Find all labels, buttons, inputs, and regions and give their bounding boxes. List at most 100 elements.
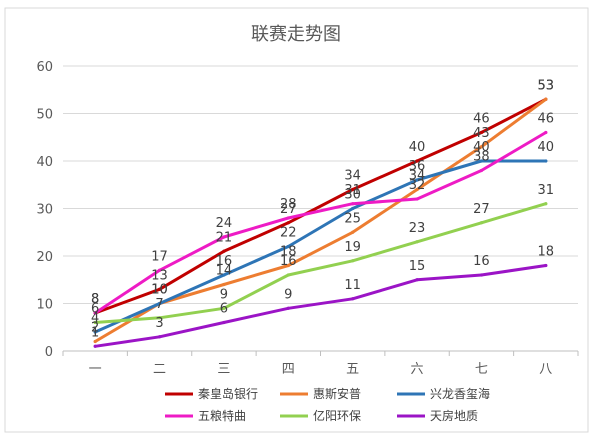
y-tick-label: 30: [36, 203, 53, 218]
data-point: [479, 221, 484, 225]
data-point: [286, 263, 290, 268]
legend-item[interactable]: 惠斯安普: [280, 386, 361, 401]
series-line-3: [93, 131, 548, 315]
data-label: 19: [344, 240, 361, 255]
data-point: [479, 168, 484, 173]
data-label: 40: [538, 140, 555, 155]
data-label: 27: [473, 202, 490, 217]
data-label: 4: [91, 311, 99, 326]
x-tick-label: 五: [346, 362, 359, 377]
data-label: 10: [151, 283, 168, 298]
chart-title: 联赛走势图: [251, 24, 341, 45]
data-point: [544, 97, 548, 101]
data-point: [415, 187, 419, 192]
x-tick-label: 一: [89, 362, 102, 377]
data-point: [157, 287, 162, 291]
data-point: [286, 221, 290, 225]
y-tick-label: 10: [36, 298, 53, 313]
data-point: [415, 178, 419, 182]
x-tick-label: 七: [475, 362, 488, 377]
data-label: 17: [151, 249, 168, 264]
data-point: [93, 330, 97, 334]
data-label: 16: [216, 254, 233, 269]
series-line-0: [93, 97, 548, 315]
data-label: 8: [91, 292, 99, 307]
data-point: [351, 259, 355, 263]
legend-item[interactable]: 秦皇岛银行: [165, 386, 258, 401]
legend-label: 天房地质: [430, 408, 478, 423]
data-label: 6: [91, 302, 99, 317]
data-point: [544, 159, 548, 163]
data-point: [351, 230, 355, 234]
gridlines: [63, 65, 578, 352]
data-label: 40: [473, 140, 490, 155]
data-point: [222, 249, 226, 253]
data-label: 22: [280, 226, 297, 241]
data-label: 14: [216, 264, 233, 279]
data-point: [544, 130, 548, 135]
y-tick-label: 0: [45, 345, 53, 360]
data-point: [222, 235, 226, 239]
data-label: 16: [473, 254, 490, 269]
data-point: [222, 273, 226, 277]
legend-item[interactable]: 五粮特曲: [165, 408, 246, 423]
data-label: 24: [216, 216, 233, 231]
data-point: [222, 320, 226, 325]
legend-label: 惠斯安普: [313, 386, 361, 401]
data-label: 8: [91, 292, 99, 307]
data-point: [544, 263, 548, 268]
data-point: [544, 202, 548, 206]
data-label: 13: [151, 268, 168, 283]
data-label: 28: [280, 197, 297, 212]
data-label: 46: [473, 112, 490, 127]
data-label: 9: [220, 287, 228, 302]
x-tick-label: 三: [217, 362, 230, 377]
legend-item[interactable]: 兴龙香玺海: [397, 386, 490, 401]
data-label: 31: [344, 183, 361, 198]
data-label: 10: [151, 283, 168, 298]
data-label: 30: [344, 188, 361, 203]
data-label: 15: [409, 259, 426, 274]
series-line-2: [93, 159, 548, 334]
data-label: 1: [91, 325, 99, 340]
data-label: 32: [409, 178, 426, 193]
data-point: [157, 268, 162, 272]
data-point: [415, 240, 419, 244]
y-tick-label: 40: [36, 155, 53, 170]
data-point: [479, 159, 484, 163]
y-tick-label: 50: [36, 108, 53, 123]
data-point: [415, 159, 419, 163]
data-point: [351, 187, 355, 192]
data-label: 9: [284, 287, 292, 302]
data-label: 18: [538, 245, 555, 260]
data-point: [286, 244, 290, 249]
series-line-5: [93, 264, 548, 348]
data-label: 34: [409, 169, 426, 184]
data-label: 21: [216, 230, 233, 245]
y-tick-label: 60: [36, 60, 53, 75]
data-point: [157, 301, 162, 306]
data-label: 43: [473, 126, 490, 141]
legend-item[interactable]: 亿阳环保: [280, 408, 361, 423]
x-tick-label: 四: [282, 362, 295, 377]
data-point: [415, 197, 419, 201]
data-point: [286, 216, 290, 220]
x-tick-label: 八: [539, 362, 552, 377]
data-point: [479, 145, 484, 149]
data-point: [479, 130, 484, 135]
data-point: [351, 202, 355, 206]
data-label: 7: [155, 297, 163, 312]
data-point: [286, 273, 290, 277]
data-point: [222, 282, 226, 287]
data-label: 40: [409, 140, 426, 155]
data-point: [93, 311, 97, 315]
data-label: 36: [409, 159, 426, 174]
y-tick-label: 20: [36, 250, 53, 265]
data-label: 11: [344, 278, 361, 293]
data-label: 53: [538, 78, 555, 93]
legend-label: 亿阳环保: [313, 408, 361, 423]
data-label: 25: [344, 211, 361, 226]
legend-item[interactable]: 天房地质: [397, 408, 478, 423]
